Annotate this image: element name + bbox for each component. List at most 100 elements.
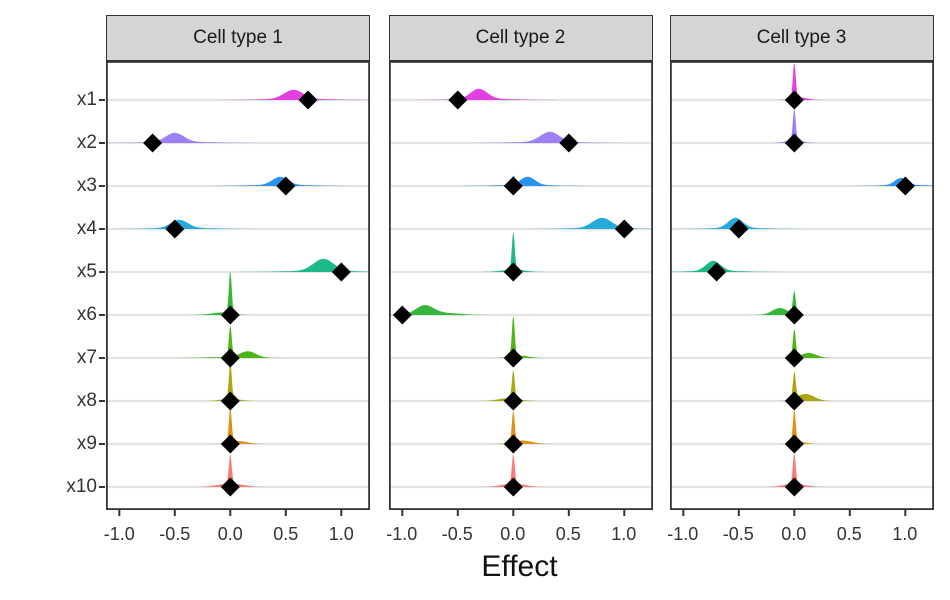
density-x7 (669, 329, 934, 358)
y-axis-label: x9 (76, 433, 97, 454)
y-tick (99, 228, 105, 230)
estimate-diamond-x5 (503, 262, 523, 282)
y-tick (99, 486, 105, 488)
y-axis-label: x8 (76, 390, 97, 411)
facet-strip: Cell type 2 (388, 15, 653, 61)
x-tick-label: 0.5 (836, 524, 862, 544)
y-axis-label: x6 (76, 304, 97, 325)
estimate-diamond-x1 (298, 90, 318, 110)
estimate-diamond-x4 (614, 219, 634, 239)
estimate-diamond-x4 (165, 219, 185, 239)
facet-title: Cell type 3 (756, 27, 847, 48)
estimate-diamond-x6 (784, 305, 804, 325)
x-tick-label: -1.0 (386, 524, 418, 544)
x-tick-label: -0.5 (441, 524, 473, 544)
density-x2 (388, 131, 653, 143)
estimate-diamond-x2 (558, 133, 578, 153)
estimate-diamond-x10 (503, 477, 523, 497)
density-x3 (388, 175, 653, 186)
density-x9 (388, 410, 653, 444)
density-x4 (388, 217, 653, 229)
estimate-diamond-x4 (728, 219, 748, 239)
y-axis-label: x5 (76, 261, 97, 282)
estimate-diamond-x10 (784, 477, 804, 497)
density-x9 (106, 408, 370, 444)
y-tick (99, 443, 105, 445)
x-tick-label: -1.0 (103, 524, 135, 544)
y-tick (99, 314, 105, 316)
density-x8 (388, 370, 653, 401)
estimate-diamond-x7 (220, 348, 240, 368)
density-x1 (669, 63, 934, 100)
facet-3: Cell type 3 -1.0 -0.5 0.0 0.5 1.0 (667, 15, 934, 585)
density-x2 (106, 132, 370, 143)
x-tick-label: 0.5 (555, 524, 581, 544)
facet-title: Cell type 2 (475, 27, 566, 48)
panel-border (106, 61, 370, 511)
density-x10 (388, 454, 653, 487)
density-x6 (388, 305, 653, 315)
facet-2: Cell type 2 -1.0 -0.5 0.0 0.5 1.0 (386, 15, 653, 585)
facet-panel (106, 61, 370, 516)
estimate-diamond-x9 (784, 434, 804, 454)
density-x7 (388, 315, 653, 358)
facet-1: Cell type 1 -1.0 -0.5 0.0 0.5 1.0 (104, 15, 370, 585)
estimate-diamond-x6 (220, 305, 240, 325)
estimate-diamond-x2 (784, 133, 804, 153)
y-tick (99, 271, 105, 273)
panel-border (388, 61, 653, 511)
x-tick-label: 0.5 (273, 524, 299, 544)
density-x4 (106, 219, 370, 229)
density-x5 (669, 260, 934, 272)
y-tick (99, 185, 105, 187)
estimate-diamond-x10 (220, 477, 240, 497)
density-x2 (669, 109, 934, 143)
estimate-diamond-x7 (503, 348, 523, 368)
y-axis-label: x10 (66, 476, 97, 497)
density-x8 (669, 371, 934, 401)
estimate-diamond-x8 (784, 391, 804, 411)
y-axis-label: x3 (76, 175, 97, 196)
density-x9 (669, 410, 934, 444)
x-tick-label: 1.0 (611, 524, 637, 544)
estimate-diamond-x7 (784, 348, 804, 368)
density-x10 (669, 453, 934, 487)
estimate-diamond-x8 (503, 391, 523, 411)
estimate-diamond-x5 (331, 262, 351, 282)
x-tick-label: 0.0 (781, 524, 807, 544)
density-x6 (669, 290, 934, 315)
estimate-diamond-x3 (503, 176, 523, 196)
density-x1 (106, 89, 370, 100)
facet-strip: Cell type 1 (106, 15, 370, 61)
panel-border (669, 61, 934, 511)
density-x5 (106, 258, 370, 272)
y-tick (99, 357, 105, 359)
x-axis-title: Effect (481, 550, 558, 583)
estimate-diamond-x5 (706, 262, 726, 282)
x-tick-label: 1.0 (328, 524, 354, 544)
x-tick-label: -0.5 (722, 524, 754, 544)
density-x10 (106, 454, 370, 487)
density-x3 (669, 178, 934, 186)
x-tick-label: 1.0 (892, 524, 918, 544)
x-tick-label: -1.0 (667, 524, 699, 544)
y-tick (99, 99, 105, 101)
estimate-diamond-x1 (447, 90, 467, 110)
density-x6 (106, 271, 370, 315)
y-tick (99, 400, 105, 402)
density-x5 (388, 232, 653, 272)
y-axis-label: x2 (76, 132, 97, 153)
facet-panel (669, 61, 934, 516)
y-axis-label: x7 (76, 347, 97, 368)
density-x1 (388, 88, 653, 100)
x-tick-label: 0.0 (500, 524, 526, 544)
y-axis-label: x1 (76, 89, 97, 110)
estimate-diamond-x9 (503, 434, 523, 454)
density-x4 (669, 217, 934, 229)
estimate-diamond-x8 (220, 391, 240, 411)
estimate-diamond-x1 (784, 90, 804, 110)
facet-strip: Cell type 3 (669, 15, 934, 61)
estimate-diamond-x3 (276, 176, 296, 196)
density-x8 (106, 362, 370, 401)
estimate-diamond-x6 (392, 305, 412, 325)
